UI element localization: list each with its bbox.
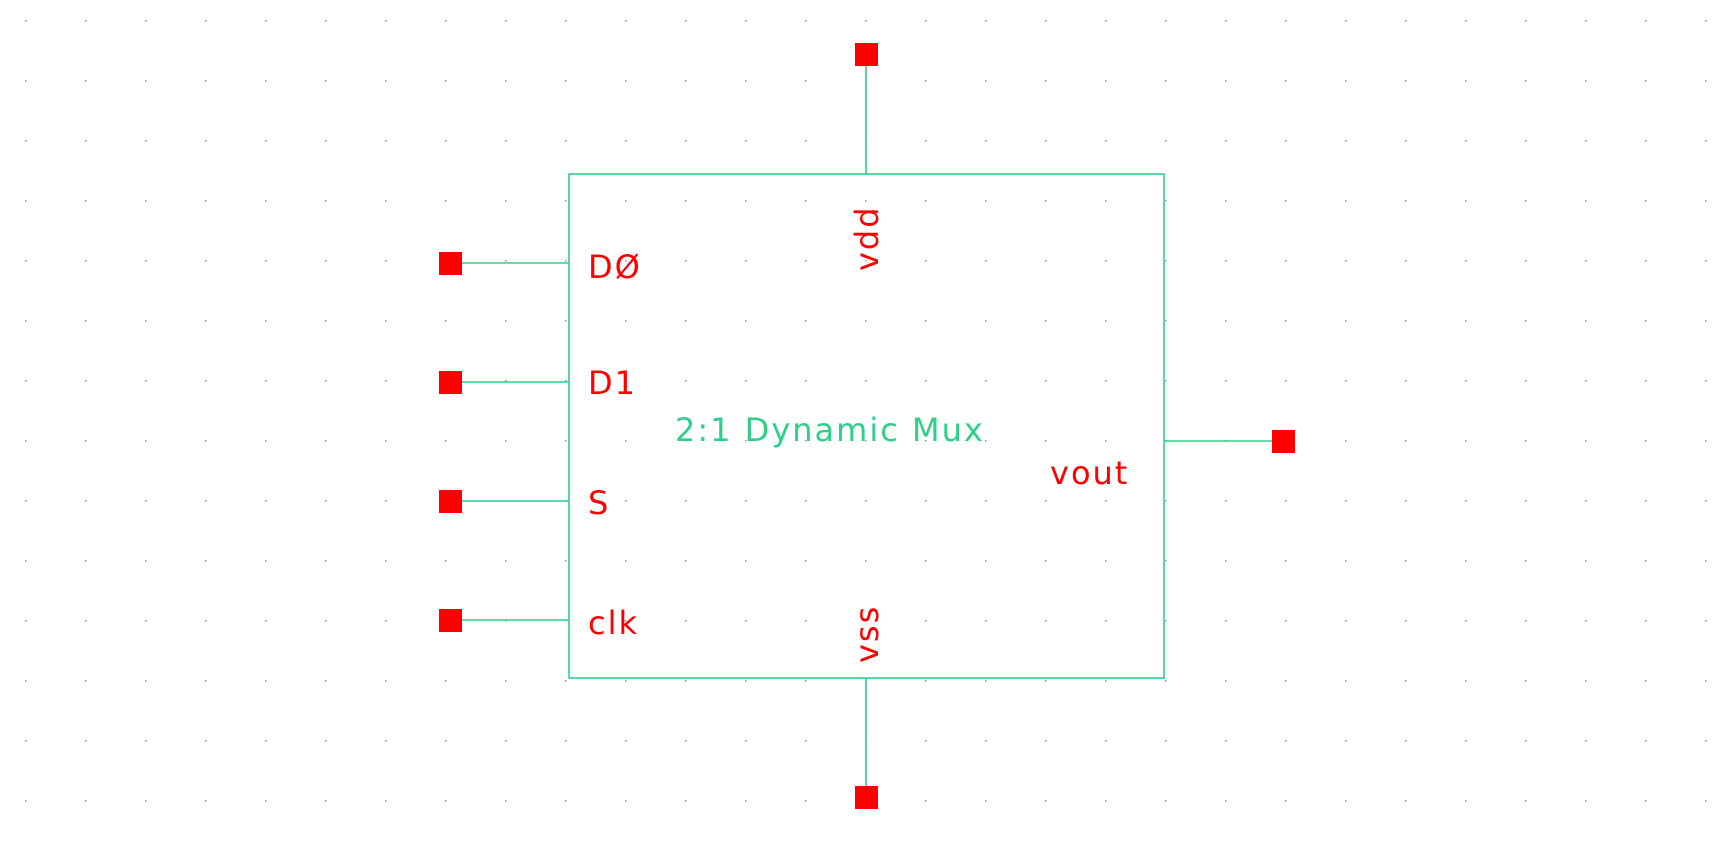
pin-marker-vout[interactable] — [1272, 430, 1295, 453]
pin-marker-vdd[interactable] — [855, 43, 878, 66]
pin-markers — [439, 43, 1295, 809]
pin-label-vout: vout — [1050, 454, 1129, 492]
pin-marker-clk[interactable] — [439, 609, 462, 632]
pin-label-vdd: vdd — [848, 205, 886, 271]
pin-wires — [450, 54, 1283, 797]
pin-marker-d1[interactable] — [439, 371, 462, 394]
pin-label-clk: clk — [588, 604, 639, 642]
pin-marker-s[interactable] — [439, 490, 462, 513]
pin-label-s: S — [588, 484, 610, 522]
pin-marker-vss[interactable] — [855, 786, 878, 809]
pin-label-d1: D1 — [588, 364, 637, 402]
pin-marker-d0[interactable] — [439, 252, 462, 275]
pin-label-d0: DØ — [588, 248, 642, 286]
symbol-title: 2:1 Dynamic Mux — [675, 411, 985, 449]
pin-label-vss: vss — [848, 605, 886, 663]
